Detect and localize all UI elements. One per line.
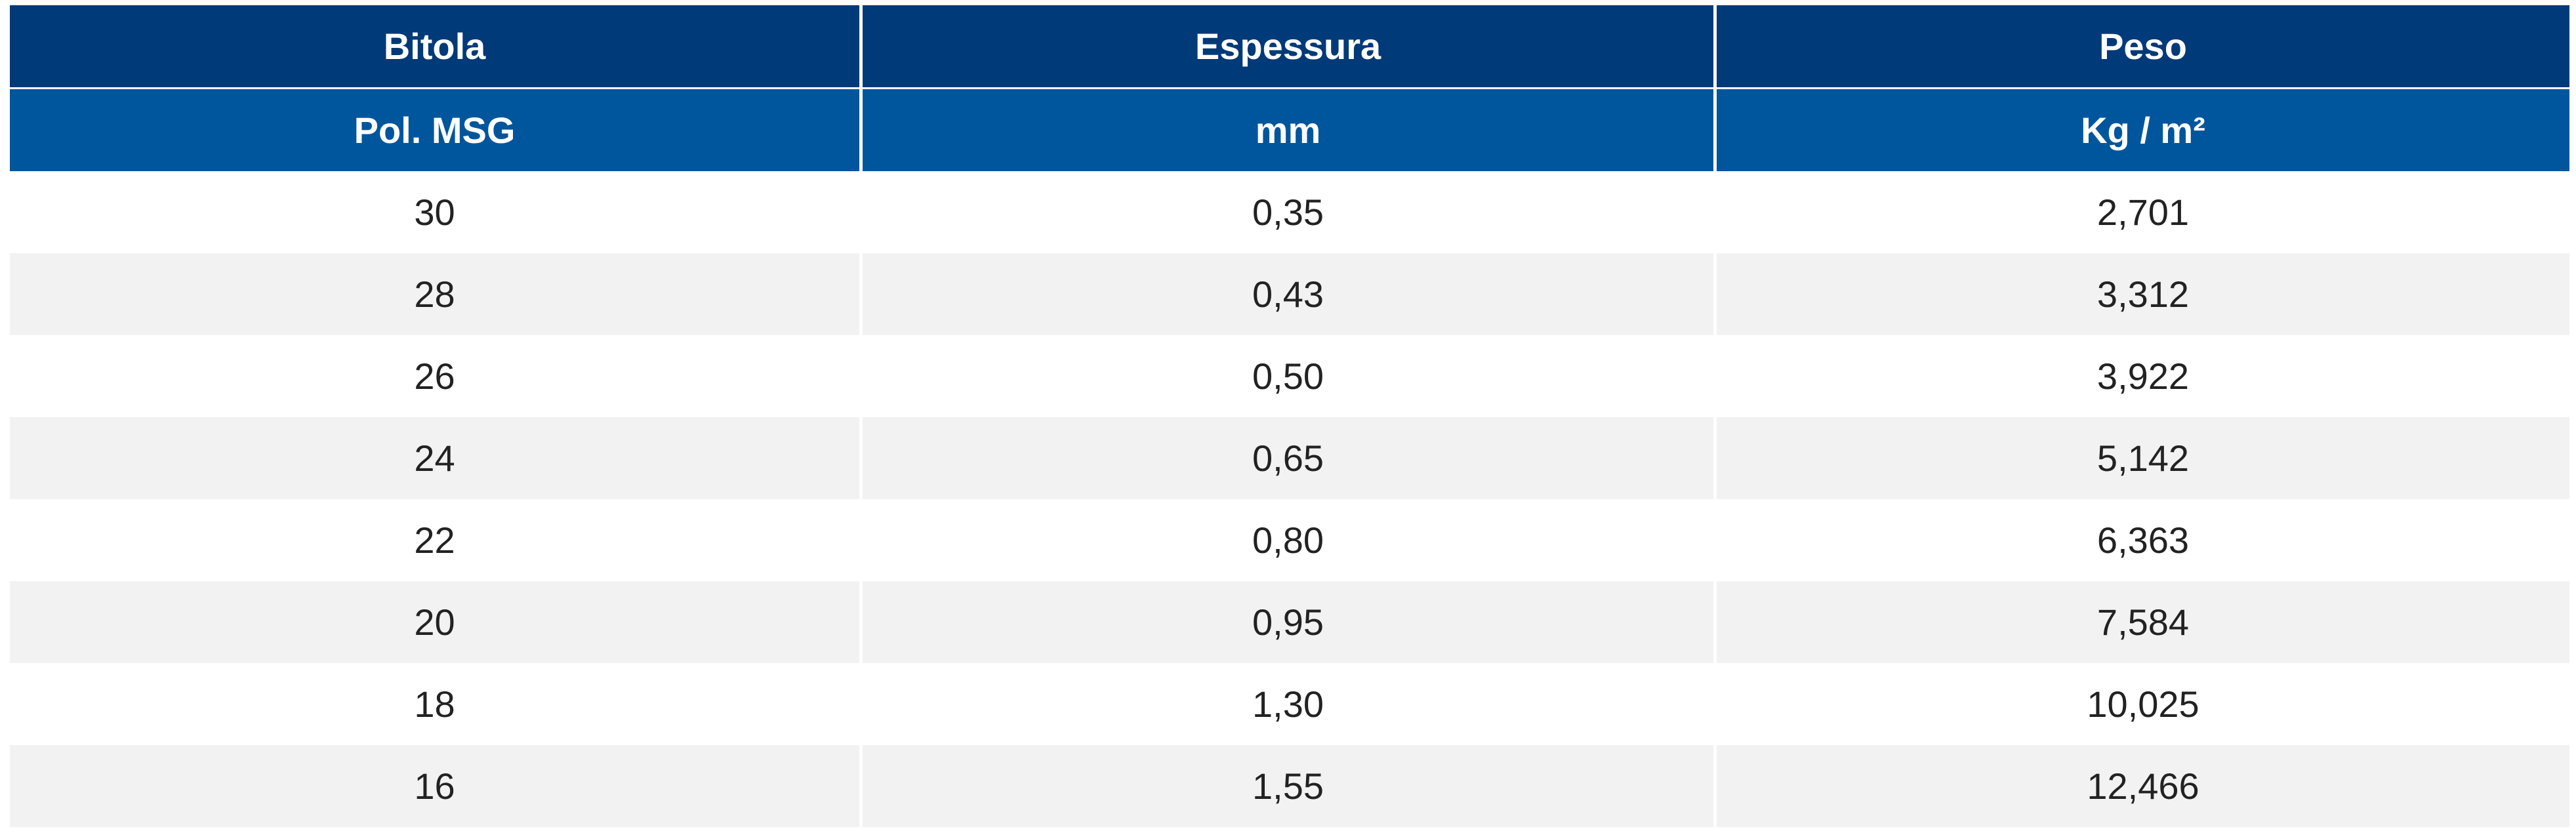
data-table: Bitola Espessura Peso Pol. MSG mm Kg / m² 30 0… (7, 5, 2573, 827)
table-cell: 1,30 (859, 663, 1717, 745)
table-row: 30 0,35 2,701 (7, 171, 2573, 253)
table-cell: 1,55 (859, 745, 1717, 827)
table-cell: 7,584 (1713, 581, 2573, 663)
table-row: 22 0,80 6,363 (7, 499, 2573, 581)
table-row: 26 0,50 3,922 (7, 335, 2573, 417)
table-cell: 24 (7, 417, 863, 499)
table-row: 20 0,95 7,584 (7, 581, 2573, 663)
table-cell: 3,922 (1713, 335, 2573, 417)
table-cell: 0,35 (859, 171, 1717, 253)
table-cell: 3,312 (1713, 253, 2573, 335)
table-cell: 0,95 (859, 581, 1717, 663)
table-cell: 0,80 (859, 499, 1717, 581)
table-row: 18 1,30 10,025 (7, 663, 2573, 745)
table-cell: 2,701 (1713, 171, 2573, 253)
table-cell: 20 (7, 581, 863, 663)
table-row: 24 0,65 5,142 (7, 417, 2573, 499)
table-header: Bitola Espessura Peso Pol. MSG mm Kg / m² (7, 5, 2573, 171)
table-cell: 6,363 (1713, 499, 2573, 581)
header-row: Bitola Espessura Peso (7, 5, 2573, 89)
table-cell: 0,50 (859, 335, 1717, 417)
table-cell: 10,025 (1713, 663, 2573, 745)
header-cell: Espessura (859, 5, 1717, 89)
table-cell: 0,65 (859, 417, 1717, 499)
table-cell: 0,43 (859, 253, 1717, 335)
table-row: 28 0,43 3,312 (7, 253, 2573, 335)
table-row: 16 1,55 12,466 (7, 745, 2573, 827)
table-cell: 28 (7, 253, 863, 335)
header-cell: Peso (1713, 5, 2573, 89)
table-cell: 22 (7, 499, 863, 581)
table-cell: 5,142 (1713, 417, 2573, 499)
table-cell: 18 (7, 663, 863, 745)
table-cell: 26 (7, 335, 863, 417)
table-cell: 12,466 (1713, 745, 2573, 827)
header-row: Pol. MSG mm Kg / m² (7, 88, 2573, 171)
header-cell: Pol. MSG (7, 88, 863, 171)
header-cell: mm (859, 88, 1717, 171)
table-cell: 16 (7, 745, 863, 827)
table-cell: 30 (7, 171, 863, 253)
table-body: 30 0,35 2,701 28 0,43 3,312 26 0,50 3,922 24 0,65 5… (7, 171, 2573, 827)
header-cell: Bitola (7, 5, 863, 89)
header-cell: Kg / m² (1713, 88, 2573, 171)
